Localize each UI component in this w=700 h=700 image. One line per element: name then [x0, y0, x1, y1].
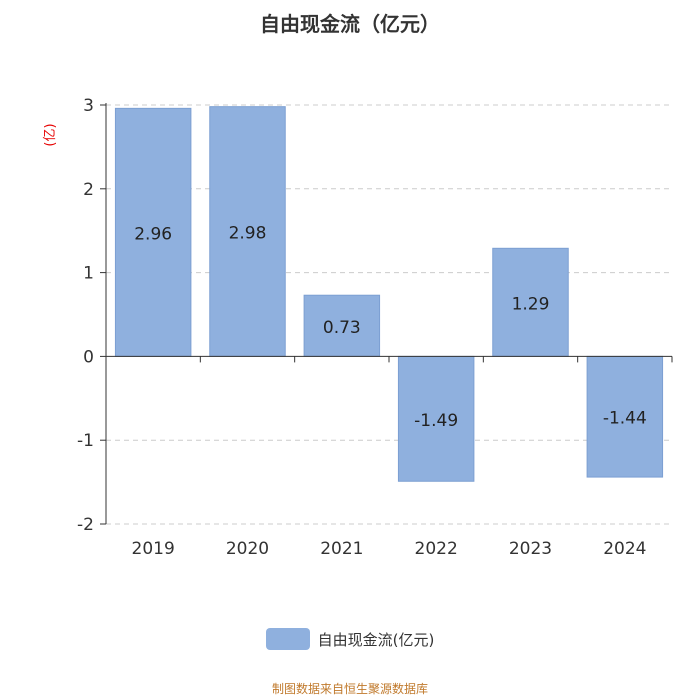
y-tick-label: 1: [83, 264, 94, 284]
y-tick-label: -1: [77, 431, 94, 451]
gridlines: [106, 104, 672, 525]
y-tick-label: -2: [77, 515, 94, 535]
x-tick-label: 2021: [320, 539, 363, 559]
x-tick-label: 2019: [132, 539, 175, 559]
x-tick-label: 2023: [509, 539, 552, 559]
bar-2020[interactable]: [209, 106, 286, 357]
bar-2023[interactable]: [492, 247, 569, 357]
y-tick-label: 2: [83, 180, 94, 200]
legend-swatch: [265, 628, 310, 650]
bar-2022[interactable]: [397, 355, 475, 482]
y-tick-label: 0: [83, 347, 94, 367]
x-tick-label: 2020: [226, 539, 269, 559]
data-label: -1.49: [414, 411, 458, 431]
y-tick-label: 3: [83, 96, 94, 116]
bars: [114, 106, 664, 482]
bar-2019[interactable]: [114, 107, 192, 357]
chart-title: 自由现金流（亿元）: [260, 12, 440, 36]
data-label: -1.44: [603, 409, 647, 429]
data-labels: 2.96 2.98 0.73 -1.49 1.29 -1.44: [134, 224, 647, 431]
bar-2021[interactable]: [303, 294, 381, 357]
x-tick-label: 2024: [603, 539, 646, 559]
source-note: 制图数据来自恒生聚源数据库: [271, 682, 428, 696]
x-tick-label: 2022: [415, 539, 458, 559]
axes: 3 2 1 0 -1 -2 2019 2020 2021 2022 2023 2024: [77, 96, 673, 559]
data-label: 2.98: [229, 224, 267, 244]
data-label: 1.29: [512, 294, 550, 314]
legend-label: 自由现金流(亿元): [317, 630, 435, 649]
data-label: 0.73: [323, 318, 361, 338]
data-label: 2.96: [134, 224, 172, 244]
legend[interactable]: 自由现金流(亿元): [0, 628, 700, 650]
y-axis-label: (亿): [43, 123, 58, 146]
